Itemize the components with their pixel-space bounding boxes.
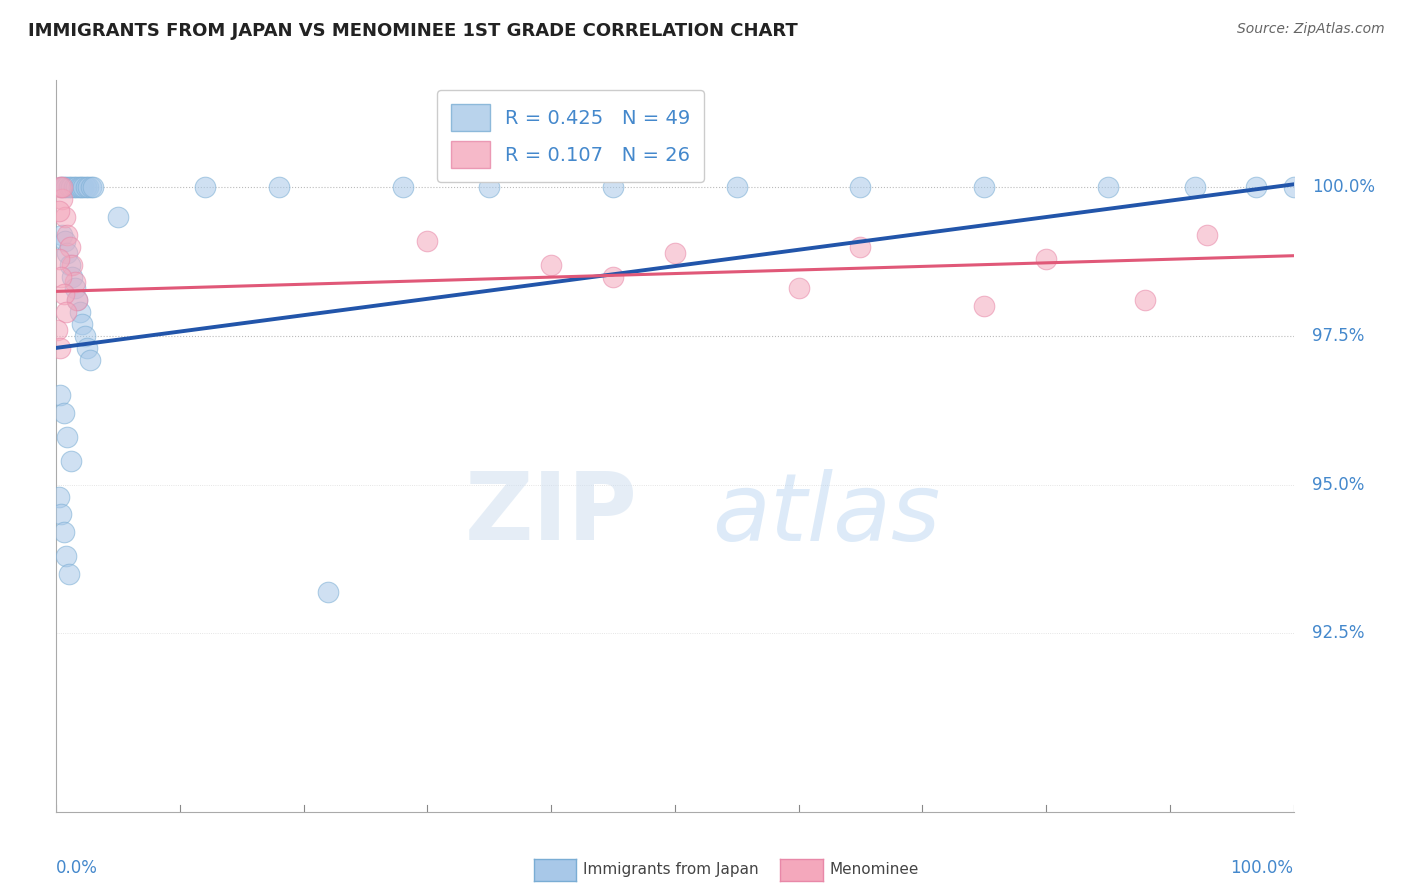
Point xyxy=(318,584,340,599)
Point xyxy=(194,180,217,194)
Point xyxy=(849,240,872,254)
Point xyxy=(973,299,995,313)
Point xyxy=(59,258,82,272)
Text: Source: ZipAtlas.com: Source: ZipAtlas.com xyxy=(1237,22,1385,37)
Point xyxy=(56,227,79,242)
Point xyxy=(49,341,72,355)
Point xyxy=(72,180,94,194)
Point xyxy=(60,269,83,284)
Text: Menominee: Menominee xyxy=(830,863,920,877)
Point xyxy=(77,180,100,194)
Point xyxy=(52,287,75,301)
Point xyxy=(52,525,75,540)
Point xyxy=(56,245,79,260)
Point xyxy=(787,281,810,295)
Text: 92.5%: 92.5% xyxy=(1312,624,1365,642)
Point xyxy=(1097,180,1119,194)
Point xyxy=(1035,252,1057,266)
Point xyxy=(76,341,98,355)
Point xyxy=(56,430,79,444)
Point xyxy=(55,180,77,194)
Point xyxy=(1133,293,1156,308)
Text: 97.5%: 97.5% xyxy=(1312,327,1364,345)
Text: Immigrants from Japan: Immigrants from Japan xyxy=(583,863,759,877)
Point xyxy=(80,180,103,194)
Point xyxy=(60,454,83,468)
Point xyxy=(73,329,96,343)
Point xyxy=(66,293,89,308)
Point xyxy=(70,180,93,194)
Point xyxy=(51,180,73,194)
Point xyxy=(1282,180,1305,194)
Point xyxy=(55,305,77,319)
Point xyxy=(416,234,439,248)
Point xyxy=(725,180,748,194)
Point xyxy=(67,180,90,194)
Point xyxy=(63,276,86,290)
Point xyxy=(69,305,91,319)
Point xyxy=(62,180,84,194)
Point xyxy=(58,180,80,194)
Point xyxy=(48,490,70,504)
Point xyxy=(70,317,93,331)
Point xyxy=(1195,227,1218,242)
Point xyxy=(82,180,104,194)
Legend: R = 0.425   N = 49, R = 0.107   N = 26: R = 0.425 N = 49, R = 0.107 N = 26 xyxy=(437,90,704,182)
Point xyxy=(664,245,686,260)
Point xyxy=(478,180,501,194)
Point xyxy=(391,180,413,194)
Point xyxy=(46,323,69,337)
Text: 100.0%: 100.0% xyxy=(1312,178,1375,196)
Point xyxy=(53,210,76,224)
Point xyxy=(48,252,70,266)
Point xyxy=(51,227,73,242)
Point xyxy=(55,549,77,563)
Point xyxy=(849,180,872,194)
Point xyxy=(65,180,87,194)
Point xyxy=(540,258,562,272)
Point xyxy=(79,352,101,367)
Point xyxy=(1246,180,1268,194)
Point xyxy=(66,293,89,308)
Point xyxy=(60,180,83,194)
Point xyxy=(51,192,73,206)
Point xyxy=(53,234,76,248)
Text: 0.0%: 0.0% xyxy=(56,859,98,878)
Point xyxy=(51,269,73,284)
Text: atlas: atlas xyxy=(711,469,941,560)
Text: 95.0%: 95.0% xyxy=(1312,475,1364,493)
Point xyxy=(63,281,86,295)
Point xyxy=(58,566,80,581)
Text: ZIP: ZIP xyxy=(465,468,638,560)
Point xyxy=(602,269,624,284)
Point xyxy=(75,180,97,194)
Point xyxy=(107,210,129,224)
Text: 100.0%: 100.0% xyxy=(1230,859,1294,878)
Text: IMMIGRANTS FROM JAPAN VS MENOMINEE 1ST GRADE CORRELATION CHART: IMMIGRANTS FROM JAPAN VS MENOMINEE 1ST G… xyxy=(28,22,797,40)
Point xyxy=(52,180,75,194)
Point xyxy=(267,180,290,194)
Point xyxy=(602,180,624,194)
Point xyxy=(49,180,72,194)
Point xyxy=(51,508,73,522)
Point xyxy=(973,180,995,194)
Point xyxy=(48,204,70,219)
Point xyxy=(60,258,83,272)
Point xyxy=(52,406,75,420)
Point xyxy=(1184,180,1206,194)
Point xyxy=(49,388,72,402)
Point xyxy=(51,180,73,194)
Point xyxy=(59,240,82,254)
